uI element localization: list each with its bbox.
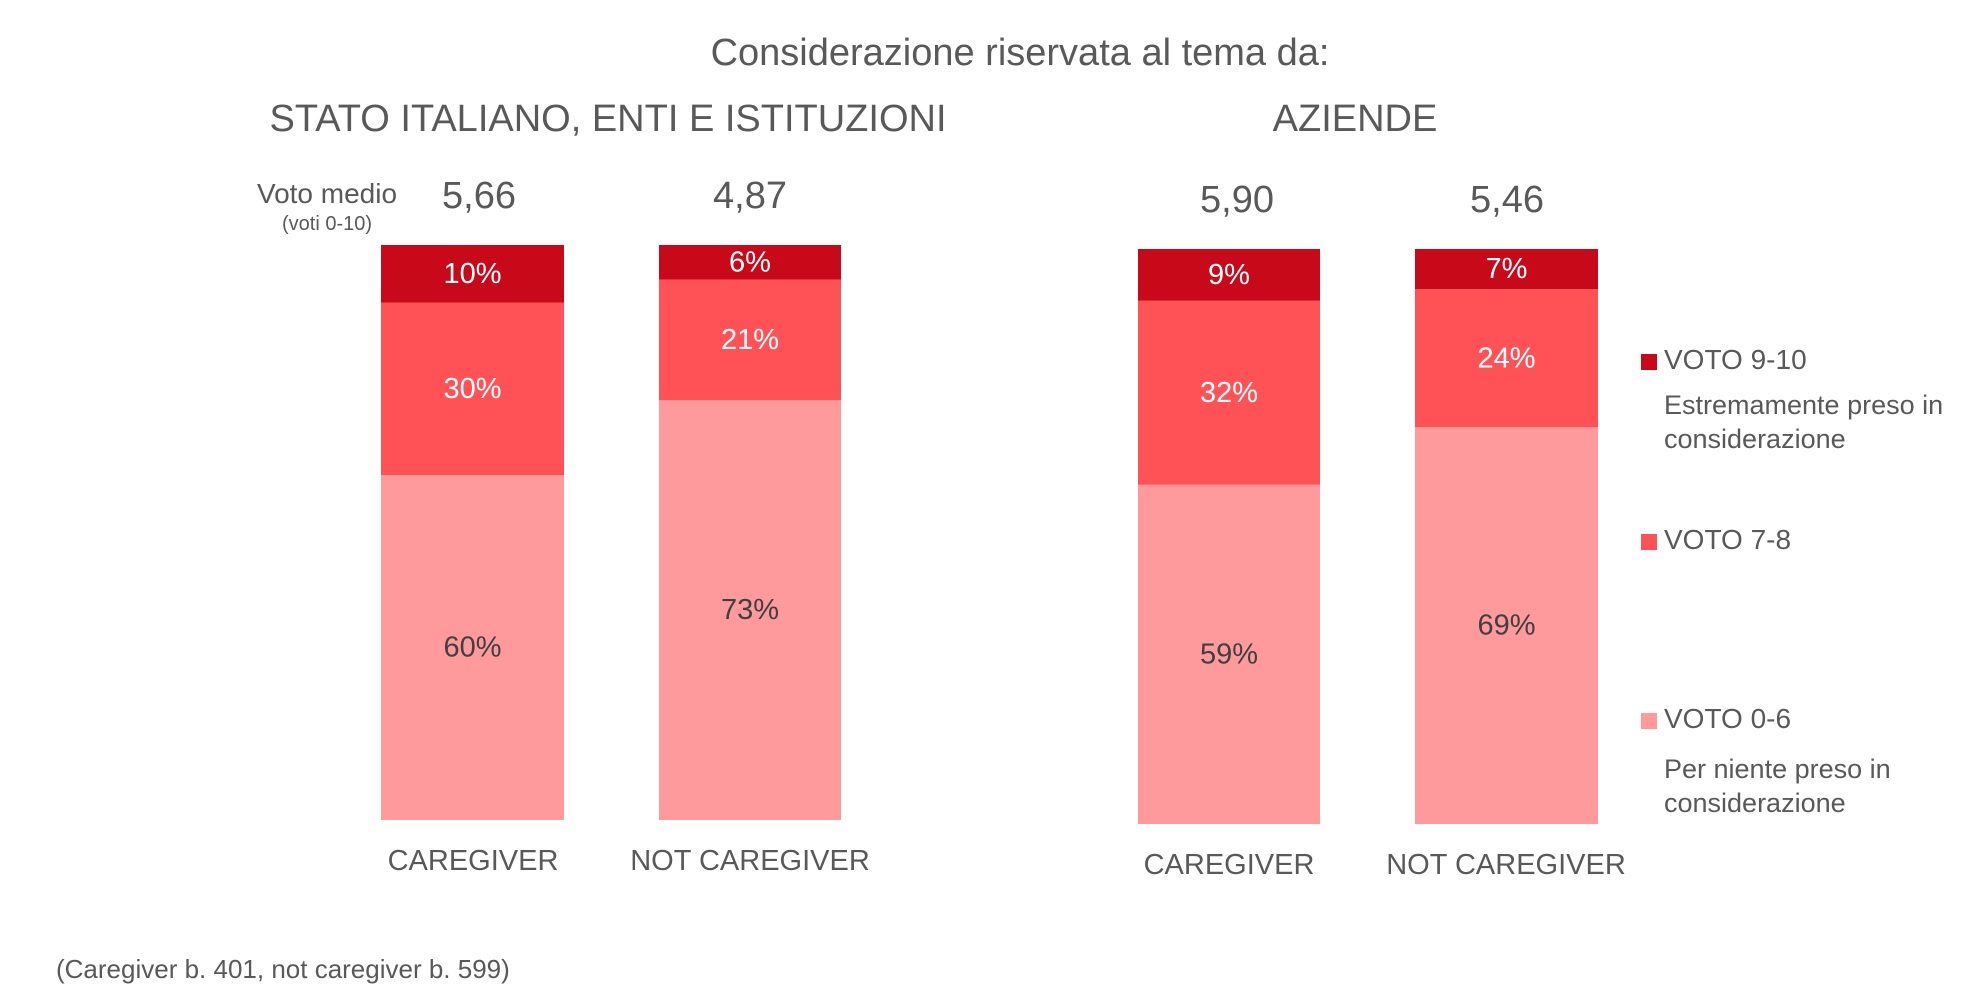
category-label-aziende-not-caregiver: NOT CAREGIVER xyxy=(1386,849,1626,881)
avg-value-stato-not-caregiver: 4,87 xyxy=(713,175,787,217)
legend-marker-voto-0-6 xyxy=(1641,713,1657,729)
data-label-caregiver-voto-0-6: 60% xyxy=(443,632,501,664)
avg-value-aziende-not-caregiver: 5,46 xyxy=(1470,179,1544,221)
data-label-not-caregiver-voto-7-8: 21% xyxy=(721,324,779,356)
legend-marker-voto-9-10 xyxy=(1641,354,1657,370)
data-label-not-caregiver-voto-9-10: 6% xyxy=(729,246,771,278)
bar-segment-aziende-caregiver-voto-9-10 xyxy=(1138,249,1320,301)
data-label-not-caregiver-voto-7-8: 24% xyxy=(1477,342,1535,374)
group-title-aziende: AZIENDE xyxy=(1272,98,1438,140)
avg-value-aziende-caregiver: 5,90 xyxy=(1200,179,1274,221)
bar-segment-stato-italiano-enti--not-caregiver-voto-7-8 xyxy=(659,279,841,401)
footnote: (Caregiver b. 401, not caregiver b. 599) xyxy=(56,954,510,984)
legend-label-voto-7-8: VOTO 7-8 xyxy=(1664,524,1792,555)
data-label-not-caregiver-voto-9-10: 7% xyxy=(1486,253,1528,285)
data-label-caregiver-voto-0-6: 59% xyxy=(1200,638,1258,670)
bar-segment-aziende-caregiver-voto-0-6 xyxy=(1138,484,1320,824)
group-title-stato: STATO ITALIANO, ENTI E ISTITUZIONI xyxy=(269,98,947,140)
data-label-not-caregiver-voto-0-6: 73% xyxy=(721,594,779,626)
category-label-stato-caregiver: CAREGIVER xyxy=(387,845,559,877)
bar-segment-aziende-caregiver-voto-7-8 xyxy=(1138,300,1320,485)
bar-segment-aziende-not-caregiver-voto-0-6 xyxy=(1415,427,1598,824)
bar-segment-stato-italiano-enti--not-caregiver-voto-9-10 xyxy=(659,245,841,280)
legend-desc-voto-9-10: Estremamente preso in considerazione xyxy=(1664,390,1944,454)
bar-segment-aziende-not-caregiver-voto-9-10 xyxy=(1415,249,1598,290)
legend-desc-voto-0-6: Per niente preso in considerazione xyxy=(1664,754,1891,818)
data-label-caregiver-voto-9-10: 9% xyxy=(1208,259,1250,291)
avg-label: Voto medio xyxy=(256,178,398,209)
chart-title: Considerazione riservata al tema da: xyxy=(710,32,1330,74)
bar-segment-stato-italiano-enti--caregiver-voto-0-6 xyxy=(381,475,564,820)
data-label-not-caregiver-voto-0-6: 69% xyxy=(1477,610,1535,642)
bar-segment-stato-italiano-enti--not-caregiver-voto-0-6 xyxy=(659,400,841,820)
avg-sublabel: (voti 0-10) xyxy=(281,213,373,235)
category-label-aziende-caregiver: CAREGIVER xyxy=(1143,849,1315,881)
data-label-caregiver-voto-7-8: 32% xyxy=(1200,377,1258,409)
data-label-caregiver-voto-7-8: 30% xyxy=(443,373,501,405)
avg-value-stato-caregiver: 5,66 xyxy=(442,175,516,217)
bar-segment-aziende-not-caregiver-voto-7-8 xyxy=(1415,289,1598,428)
legend-marker-voto-7-8 xyxy=(1641,534,1657,550)
bar-segment-stato-italiano-enti--caregiver-voto-7-8 xyxy=(381,302,564,475)
category-label-stato-not-caregiver: NOT CAREGIVER xyxy=(630,845,870,877)
bar-segment-stato-italiano-enti--caregiver-voto-9-10 xyxy=(381,245,564,303)
legend-label-voto-9-10: VOTO 9-10 xyxy=(1664,344,1807,375)
data-label-caregiver-voto-9-10: 10% xyxy=(443,258,501,290)
legend-label-voto-0-6: VOTO 0-6 xyxy=(1664,703,1792,734)
